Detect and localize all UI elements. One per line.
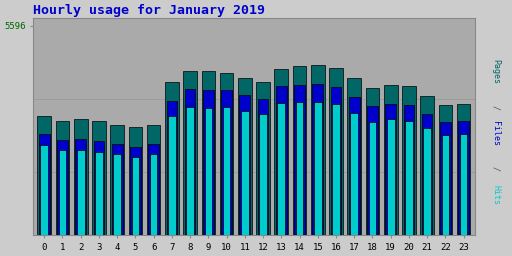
Text: Files: Files [491,121,500,146]
Bar [276,86,287,235]
Bar [311,65,325,235]
Bar [129,127,142,235]
Bar [329,68,343,235]
Bar [202,71,215,235]
Bar [56,121,69,235]
Bar [423,127,431,235]
Bar [148,144,159,235]
Bar [387,119,395,235]
Bar [220,72,233,235]
Bar [183,71,197,235]
Bar [113,154,121,235]
Bar [294,85,305,235]
Bar [147,125,160,235]
Bar [349,97,359,235]
Bar [166,101,177,235]
Bar [256,82,270,235]
Bar [347,78,361,235]
Bar [92,121,106,235]
Bar [458,121,469,235]
Bar [457,104,471,235]
Bar [94,141,104,235]
Bar [185,89,196,235]
Bar [405,121,413,235]
Bar [366,88,379,235]
Bar [241,111,249,235]
Bar [296,102,303,235]
Bar [331,87,342,235]
Text: /: / [491,166,500,172]
Bar [441,135,449,235]
Bar [238,78,252,235]
Bar [384,85,397,235]
Bar [40,145,48,235]
Bar [112,144,122,235]
Text: Hourly usage for January 2019: Hourly usage for January 2019 [33,4,265,17]
Bar [223,107,230,235]
Bar [420,96,434,235]
Bar [259,114,267,235]
Bar [440,122,451,235]
Text: /: / [491,105,500,110]
Bar [367,106,378,235]
Bar [403,105,414,235]
Bar [278,103,285,235]
Bar [57,140,68,235]
Bar [165,82,179,235]
Bar [111,125,124,235]
Bar [369,122,376,235]
Bar [75,140,86,235]
Bar [95,152,103,235]
Bar [186,107,194,235]
Bar [386,104,396,235]
Bar [168,116,176,235]
Bar [203,90,214,235]
Bar [132,157,139,235]
Text: Pages: Pages [491,59,500,84]
Bar [350,113,358,235]
Bar [221,90,232,235]
Bar [37,115,51,235]
Bar [460,134,467,235]
Bar [332,104,340,235]
Bar [439,105,452,235]
Bar [312,84,323,235]
Bar [77,150,84,235]
Bar [402,86,416,235]
Bar [422,114,433,235]
Bar [150,154,158,235]
Bar [240,95,250,235]
Bar [258,99,268,235]
Bar [59,150,67,235]
Bar [204,109,212,235]
Bar [39,134,50,235]
Bar [314,102,322,235]
Text: Hits: Hits [491,185,500,205]
Bar [274,69,288,235]
Bar [74,119,88,235]
Bar [293,66,306,235]
Bar [130,147,141,235]
